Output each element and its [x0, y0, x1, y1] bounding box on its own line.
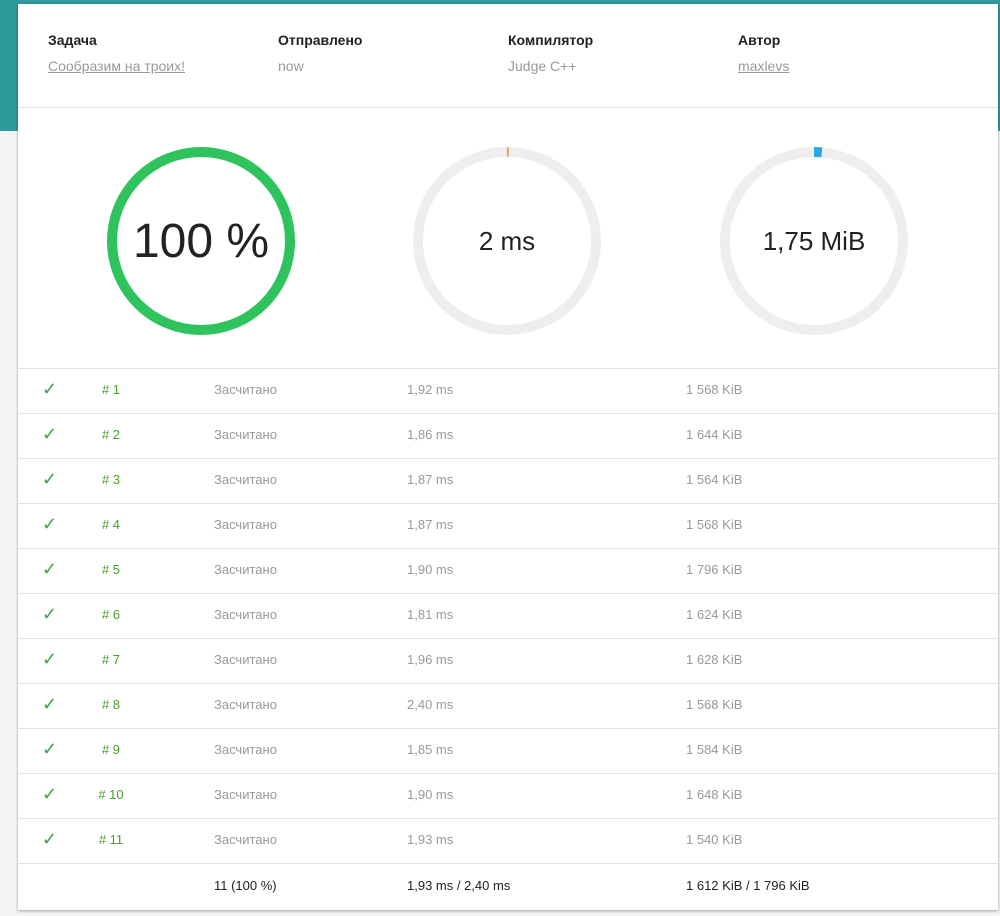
test-memory: 1 568 KiB	[686, 697, 743, 712]
test-number: # 5	[101, 562, 121, 577]
gauges: 100 % 2 ms 1,75 MiB	[18, 108, 998, 369]
test-number: # 10	[98, 787, 124, 802]
check-icon: ✓	[42, 379, 58, 399]
test-row: ✓ # 1 Засчитано 1,92 ms 1 568 KiB	[18, 369, 998, 414]
time-gauge: 2 ms	[409, 143, 605, 339]
task-label: Задача	[48, 32, 97, 48]
test-status: Засчитано	[214, 697, 277, 712]
test-number: # 6	[101, 607, 121, 622]
compiler-info: Компилятор Judge C++	[508, 32, 593, 74]
test-status: Засчитано	[214, 562, 277, 577]
test-row: ✓ # 8 Засчитано 2,40 ms 1 568 KiB	[18, 684, 998, 729]
score-gauge: 100 %	[103, 143, 299, 339]
test-time: 1,96 ms	[407, 652, 454, 667]
test-memory: 1 644 KiB	[686, 427, 743, 442]
check-icon: ✓	[42, 559, 58, 579]
score-text: 100 %	[132, 214, 270, 268]
author-info: Автор maxlevs	[738, 32, 789, 76]
test-number: # 11	[98, 832, 124, 847]
check-icon: ✓	[42, 424, 58, 444]
sent-info: Отправлено now	[278, 32, 362, 74]
test-memory: 1 796 KiB	[686, 562, 743, 577]
test-time: 1,87 ms	[407, 472, 454, 487]
test-number: # 8	[101, 697, 121, 712]
test-row: ✓ # 2 Засчитано 1,86 ms 1 644 KiB	[18, 414, 998, 459]
test-number: # 7	[101, 652, 121, 667]
test-time: 1,87 ms	[407, 517, 454, 532]
test-row: ✓ # 6 Засчитано 1,81 ms 1 624 KiB	[18, 594, 998, 639]
test-status: Засчитано	[214, 652, 277, 667]
compiler-label: Компилятор	[508, 32, 594, 48]
gauge-fill	[413, 147, 601, 335]
test-status: Засчитано	[214, 742, 277, 757]
test-status: Засчитано	[214, 472, 277, 487]
summary-passed: 11 (100 %)	[214, 878, 277, 893]
test-memory: 1 564 KiB	[686, 472, 743, 487]
sent-label: Отправлено	[278, 32, 363, 48]
task-link[interactable]: Сообразим на троих!	[48, 58, 185, 74]
test-time: 1,81 ms	[407, 607, 454, 622]
test-memory: 1 628 KiB	[686, 652, 743, 667]
check-icon: ✓	[42, 514, 58, 534]
test-time: 1,86 ms	[407, 427, 454, 442]
author-label: Автор	[738, 32, 781, 48]
test-memory: 1 568 KiB	[686, 382, 743, 397]
test-number: # 4	[101, 517, 121, 532]
test-status: Засчитано	[214, 427, 277, 442]
task-info: Задача Сообразим на троих!	[48, 32, 185, 76]
check-icon: ✓	[42, 739, 58, 759]
tests-table: ✓ # 1 Засчитано 1,92 ms 1 568 KiB ✓ # 2 З…	[18, 369, 998, 864]
test-memory: 1 624 KiB	[686, 607, 743, 622]
test-row: ✓ # 7 Засчитано 1,96 ms 1 628 KiB	[18, 639, 998, 684]
check-icon: ✓	[42, 604, 58, 624]
test-row: ✓ # 3 Засчитано 1,87 ms 1 564 KiB	[18, 459, 998, 504]
check-icon: ✓	[42, 649, 58, 669]
memory-gauge: 1,75 MiB	[716, 143, 912, 339]
summary-row: 11 (100 %) 1,93 ms / 2,40 ms 1 612 KiB /…	[18, 864, 998, 910]
summary-time: 1,93 ms / 2,40 ms	[407, 878, 511, 893]
gauge-fill	[107, 147, 295, 335]
summary-memory: 1 612 KiB / 1 796 KiB	[686, 878, 810, 893]
time-text: 2 ms	[478, 225, 536, 256]
test-time: 1,92 ms	[407, 382, 454, 397]
test-memory: 1 648 KiB	[686, 787, 743, 802]
test-memory: 1 540 KiB	[686, 832, 743, 847]
check-icon: ✓	[42, 469, 58, 489]
author-link[interactable]: maxlevs	[738, 58, 790, 74]
submission-card: Задача Сообразим на троих! Отправлено no…	[18, 4, 998, 910]
test-number: # 3	[101, 472, 121, 487]
test-memory: 1 568 KiB	[686, 517, 743, 532]
test-time: 1,85 ms	[407, 742, 454, 757]
test-time: 1,90 ms	[407, 562, 454, 577]
submission-info: Задача Сообразим на троих! Отправлено no…	[18, 4, 998, 108]
test-number: # 1	[101, 382, 121, 397]
test-memory: 1 584 KiB	[686, 742, 743, 757]
check-icon: ✓	[42, 829, 58, 849]
test-time: 2,40 ms	[407, 697, 454, 712]
gauge-fill	[720, 147, 908, 335]
test-number: # 2	[101, 427, 121, 442]
check-icon: ✓	[42, 784, 58, 804]
test-row: ✓ # 11 Засчитано 1,93 ms 1 540 KiB	[18, 819, 998, 864]
test-time: 1,93 ms	[407, 832, 454, 847]
test-row: ✓ # 10 Засчитано 1,90 ms 1 648 KiB	[18, 774, 998, 819]
memory-text: 1,75 MiB	[762, 225, 866, 256]
test-number: # 9	[101, 742, 121, 757]
sent-value: now	[278, 58, 304, 74]
test-status: Засчитано	[214, 787, 277, 802]
test-status: Засчитано	[214, 382, 277, 397]
test-row: ✓ # 4 Засчитано 1,87 ms 1 568 KiB	[18, 504, 998, 549]
test-status: Засчитано	[214, 607, 277, 622]
test-status: Засчитано	[214, 832, 277, 847]
check-icon: ✓	[42, 694, 58, 714]
test-row: ✓ # 5 Засчитано 1,90 ms 1 796 KiB	[18, 549, 998, 594]
test-row: ✓ # 9 Засчитано 1,85 ms 1 584 KiB	[18, 729, 998, 774]
test-time: 1,90 ms	[407, 787, 454, 802]
test-status: Засчитано	[214, 517, 277, 532]
compiler-value: Judge C++	[508, 58, 577, 74]
